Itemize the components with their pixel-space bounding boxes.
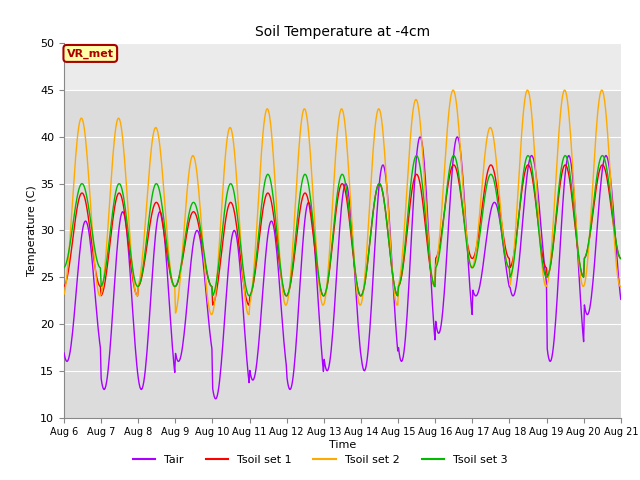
Bar: [64, 90, 621, 418]
Legend: Tair, Tsoil set 1, Tsoil set 2, Tsoil set 3: Tair, Tsoil set 1, Tsoil set 2, Tsoil se…: [128, 451, 512, 469]
Y-axis label: Temperature (C): Temperature (C): [28, 185, 37, 276]
X-axis label: Time: Time: [329, 440, 356, 450]
Text: VR_met: VR_met: [67, 48, 114, 59]
Bar: [64, 43, 621, 90]
Title: Soil Temperature at -4cm: Soil Temperature at -4cm: [255, 25, 430, 39]
